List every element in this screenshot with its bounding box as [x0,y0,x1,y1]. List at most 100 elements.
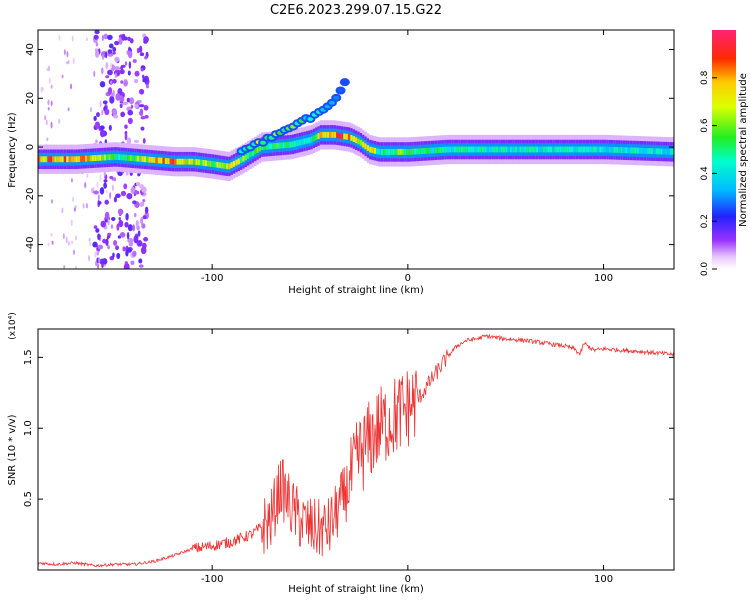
noise-speckle [102,54,105,61]
noise-speckle [99,81,106,88]
ridge-core [251,149,255,156]
ridge-core [573,146,576,153]
noise-speckle [127,36,131,42]
ridge-core [540,146,544,153]
noise-speckle [86,173,89,178]
noise-speckle [136,239,143,247]
noise-speckle [144,114,149,119]
ridge-core [401,149,405,155]
ridge-core [387,149,391,155]
y-tick-label: 1.0 [23,420,34,436]
ridge-core [528,146,532,153]
noise-speckle [114,177,117,182]
ridge-core [394,149,398,155]
ridge-core [176,158,180,165]
noise-speckle [94,48,99,52]
noise-speckle [93,115,97,122]
noise-speckle [125,249,129,257]
noise-speckle [127,117,133,124]
ridge-core [502,146,506,153]
noise-speckle [89,241,92,246]
noise-speckle [94,121,101,129]
noise-speckle [135,220,139,228]
spectrogram-y-label: Frequency (Hz) [7,112,18,188]
noise-speckle [110,62,113,69]
ridge-core [601,146,605,153]
noise-speckle [104,211,110,220]
ridge-core [124,154,128,161]
ridge-core [244,154,248,161]
ridge-core [345,133,349,140]
colorbar-tick-label: 0.4 [700,166,710,181]
colorbar-tick-label: 0.8 [700,70,710,85]
noise-speckle [123,36,128,41]
ridge-core [662,148,666,155]
ridge-core [61,156,65,163]
noise-speckle [139,108,144,117]
noise-speckle [65,236,68,244]
ridge-core [632,147,635,154]
noise-speckle [105,238,109,246]
spectrogram-axes: -100 0 100 -40 -20 0 20 40 [25,30,674,284]
noise-speckle [120,80,124,84]
noise-speckle [112,46,117,52]
noise-speckle [137,230,141,237]
noise-speckle [108,124,112,131]
ridge-core [84,155,88,162]
ridge-core [192,158,196,165]
ridge-core [54,156,57,163]
ridge-core [221,162,224,169]
noise-speckle [113,239,118,246]
noise-speckle [103,179,108,183]
noise-speckle [47,107,50,111]
noise-speckle [120,66,124,70]
noise-speckle [103,33,109,40]
ridge-core [514,146,518,153]
ridge-core [82,155,86,162]
noise-speckle [134,189,138,195]
ridge-core [362,141,365,148]
noise-speckle [104,199,109,205]
noise-speckle [139,52,145,57]
noise-speckle [107,49,113,54]
noise-speckle [44,115,47,121]
snr-y-scale-label: (x10⁴) [8,312,18,339]
ridge-core [319,131,323,138]
ridge-core [667,148,670,155]
ridge-core [279,142,283,149]
ridge-core [181,158,184,165]
noise-speckle [61,74,64,79]
ridge-core [324,131,328,138]
ridge-core [237,158,241,165]
noise-speckle [50,199,53,204]
ridge-core [594,146,598,153]
ridge-core [430,147,433,154]
ridge-core [298,139,302,146]
noise-speckle [101,109,104,116]
noise-speckle [126,137,132,145]
spectrogram-marks [38,30,674,269]
noise-speckle [51,240,54,245]
noise-speckle [63,49,66,56]
ridge-core [190,158,194,165]
ridge-core [596,146,600,153]
ridge-core [643,147,647,154]
noise-speckle [124,124,128,129]
noise-speckle [144,206,149,214]
branch-blob [260,140,267,145]
noise-speckle [132,200,137,205]
ridge-core [648,148,652,154]
ridge-core [258,145,262,152]
noise-speckle [112,78,117,84]
ridge-core [350,134,353,141]
colorbar-gradient [712,30,736,269]
ridge-core [653,148,656,155]
ridge-core [183,158,187,165]
noise-speckle [127,50,133,59]
ridge-core [120,154,123,161]
snr-y-label: SNR (10 * v/v) [7,414,18,485]
ridge-core [526,146,529,153]
ridge-core [101,154,104,161]
ridge-core [214,161,217,168]
ridge-core [507,146,511,153]
